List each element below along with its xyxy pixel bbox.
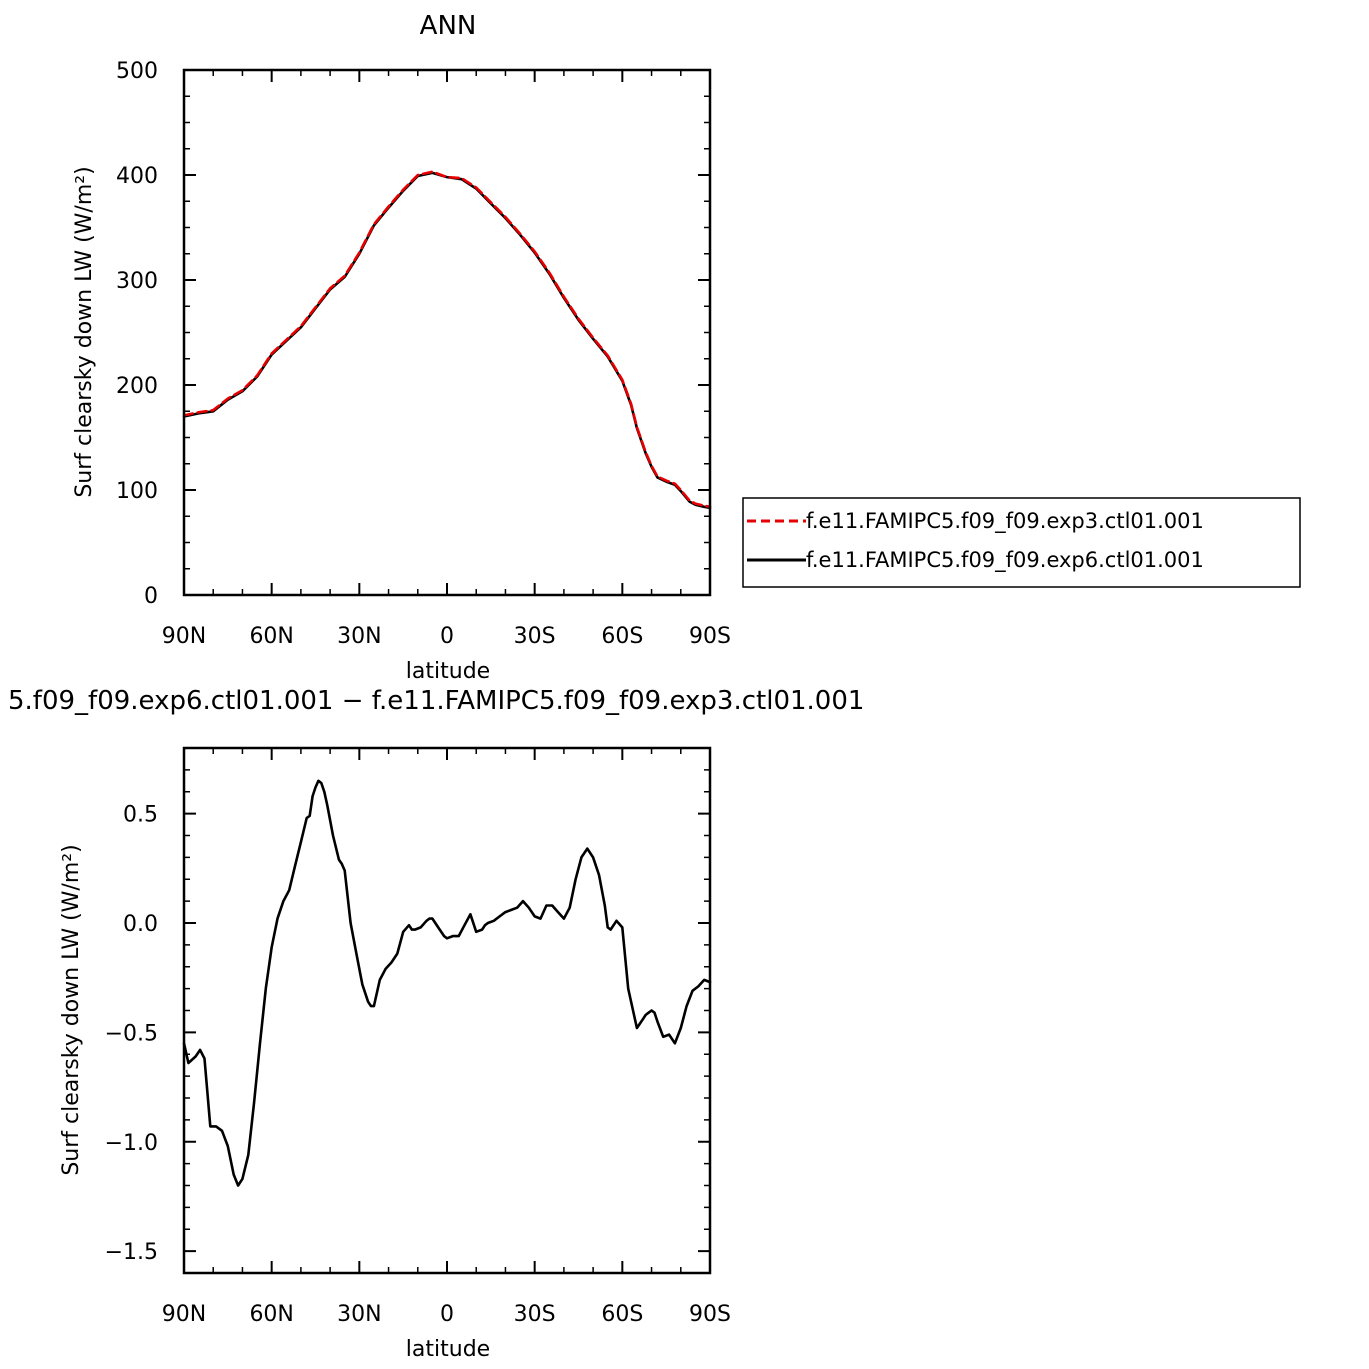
- top-x-tick-label-0: 90N: [162, 624, 206, 649]
- top-panel: ANN 90N 60N 30N 0 30S 60S 90S0100200300400500 …: [72, 11, 1301, 684]
- bottom-plot-frame: [182, 746, 712, 1275]
- top-y-axis-title: Surf clearsky down LW (W/m²): [72, 166, 97, 497]
- top-tick-labels-group: 90N 60N 30N 0 30S 60S 90S 0 100 200 300 400 500: [116, 59, 731, 649]
- bottom-chart-title: 5.f09_f09.exp6.ctl01.001 − f.e11.FAMIPC5…: [8, 686, 864, 716]
- bottom-series-group: [182, 779, 712, 1187]
- top-series-group: [182, 170, 712, 510]
- top-y-tick-label-0: 0: [144, 584, 158, 609]
- top-x-axis-title: latitude: [406, 659, 490, 684]
- top-y-tick-label-1: 100: [116, 479, 158, 504]
- top-y-tick-label-5: 500: [116, 59, 158, 84]
- bottom-x-axis-title: latitude: [406, 1337, 490, 1362]
- top-series-line-0: [182, 170, 712, 509]
- bottom-series-line-0: [182, 779, 712, 1187]
- top-x-tick-label-3: 0: [440, 624, 454, 649]
- bottom-x-tick-label-3: 0: [440, 1302, 454, 1327]
- top-plot-frame: [182, 68, 712, 597]
- legend: f.e11.FAMIPC5.f09_f09.exp3.ctl01.001 f.e…: [742, 497, 1301, 588]
- bottom-x-tick-label-4: 30S: [514, 1302, 556, 1327]
- bottom-y-tick-label-1: −1.0: [105, 1131, 158, 1156]
- top-x-tick-label-6: 90S: [689, 624, 731, 649]
- top-chart-title: ANN: [420, 11, 477, 41]
- top-x-tick-label-4: 30S: [514, 624, 556, 649]
- legend-label-exp6: f.e11.FAMIPC5.f09_f09.exp6.ctl01.001: [806, 548, 1204, 573]
- top-x-tick-label-5: 60S: [601, 624, 643, 649]
- legend-label-exp3: f.e11.FAMIPC5.f09_f09.exp3.ctl01.001: [806, 509, 1204, 534]
- bottom-x-tick-label-2: 30N: [337, 1302, 381, 1327]
- bottom-x-tick-label-6: 90S: [689, 1302, 731, 1327]
- legend-box: [742, 497, 1301, 588]
- bottom-y-tick-label-3: 0.0: [123, 912, 158, 937]
- bottom-y-tick-label-2: −0.5: [105, 1021, 158, 1046]
- bottom-x-tick-label-1: 60N: [249, 1302, 293, 1327]
- top-y-tick-label-3: 300: [116, 269, 158, 294]
- top-y-tick-label-4: 400: [116, 164, 158, 189]
- top-y-tick-label-2: 200: [116, 374, 158, 399]
- bottom-y-tick-label-0: −1.5: [105, 1240, 158, 1265]
- bottom-x-tick-label-0: 90N: [162, 1302, 206, 1327]
- top-x-tick-label-1: 60N: [249, 624, 293, 649]
- bottom-panel: 5.f09_f09.exp6.ctl01.001 − f.e11.FAMIPC5…: [8, 686, 864, 1362]
- bottom-x-tick-label-5: 60S: [601, 1302, 643, 1327]
- bottom-tick-labels-group: 90N 60N 30N 0 30S 60S 90S −1.5 −1.0 −0.5 0.0 0.5: [105, 803, 731, 1327]
- bottom-y-axis-title: Surf clearsky down LW (W/m²): [59, 844, 84, 1175]
- bottom-y-tick-label-4: 0.5: [123, 803, 158, 828]
- top-x-tick-label-2: 30N: [337, 624, 381, 649]
